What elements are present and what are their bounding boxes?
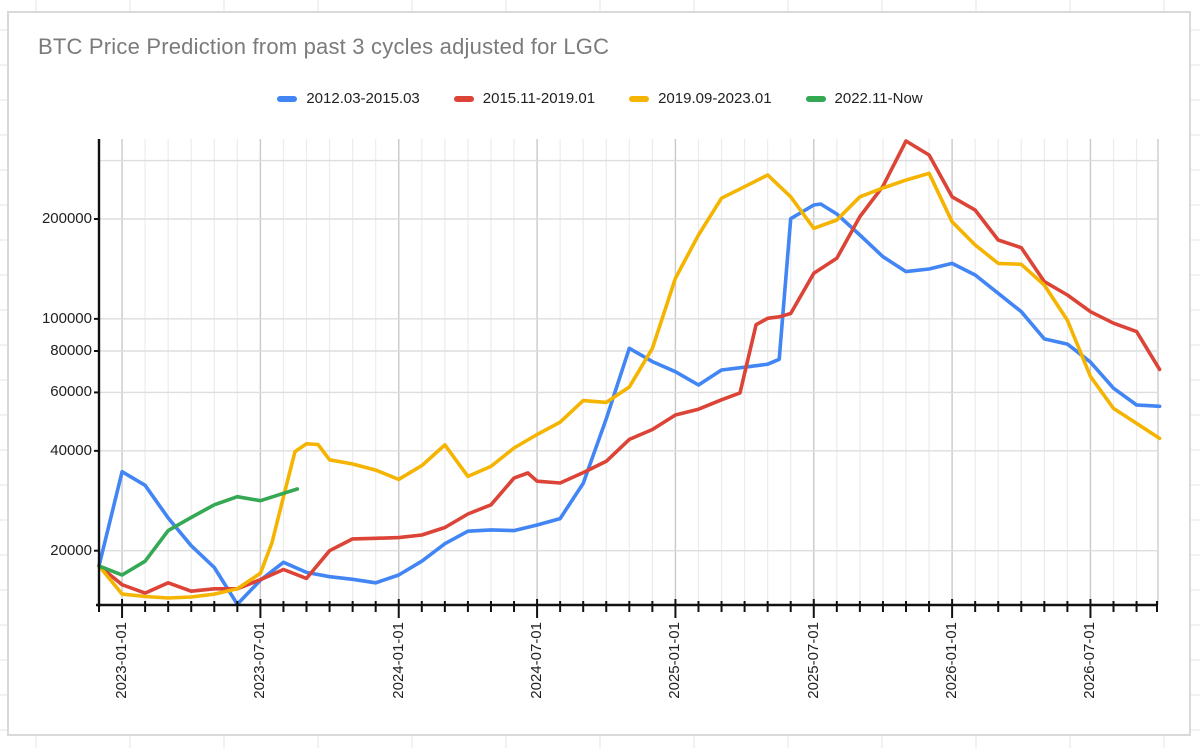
x-axis-tick-label: 2026-07-01 [1081,622,1099,699]
x-axis-tick-label: 2023-01-01 [113,622,131,699]
series-line-2022.11-Now [97,487,300,577]
legend-label: 2022.11-Now [834,90,923,107]
y-axis-tick-label: 80000 [50,341,92,359]
x-axis-tick-label: 2024-07-01 [528,622,546,699]
legend-label: 2012.03-2015.03 [306,90,420,107]
x-axis-tick-label: 2025-07-01 [804,622,822,699]
legend-swatch-icon [453,95,474,102]
x-axis-tick-label: 2026-01-01 [943,622,961,699]
series-line-2012.03-2015.03 [97,202,1162,606]
chart-title: BTC Price Prediction from past 3 cycles … [38,34,610,59]
legend-label: 2019.09-2023.01 [658,90,772,107]
y-axis-tick-label: 40000 [50,441,92,459]
legend-swatch-icon [805,95,826,102]
series-line-2019.09-2023.01 [97,171,1162,600]
legend-item-2015.11-2019.01[interactable]: 2015.11-2019.01 [453,90,596,107]
x-axis-tick-label: 2025-01-01 [666,622,684,699]
y-axis-tick-label: 20000 [50,541,92,559]
legend-item-2019.09-2023.01[interactable]: 2019.09-2023.01 [629,90,772,107]
x-axis-tick-label: 2023-07-01 [251,622,269,699]
legend-swatch-icon [277,95,298,102]
x-axis-tick-label: 2024-01-01 [389,622,407,699]
legend-swatch-icon [629,95,650,102]
y-axis-tick-label: 100000 [41,309,92,327]
chart-card[interactable] [7,11,1191,736]
legend-label: 2015.11-2019.01 [482,90,596,107]
chart-legend: 2012.03-2015.03 2015.11-2019.01 2019.09-20… [0,90,1200,107]
y-axis-tick-label: 200000 [41,210,92,227]
legend-item-2022.11-Now[interactable]: 2022.11-Now [805,90,923,107]
legend-item-2012.03-2015.03[interactable]: 2012.03-2015.03 [277,90,420,107]
y-axis-tick-label: 60000 [50,383,92,401]
series-line-2015.11-2019.01 [97,139,1162,595]
